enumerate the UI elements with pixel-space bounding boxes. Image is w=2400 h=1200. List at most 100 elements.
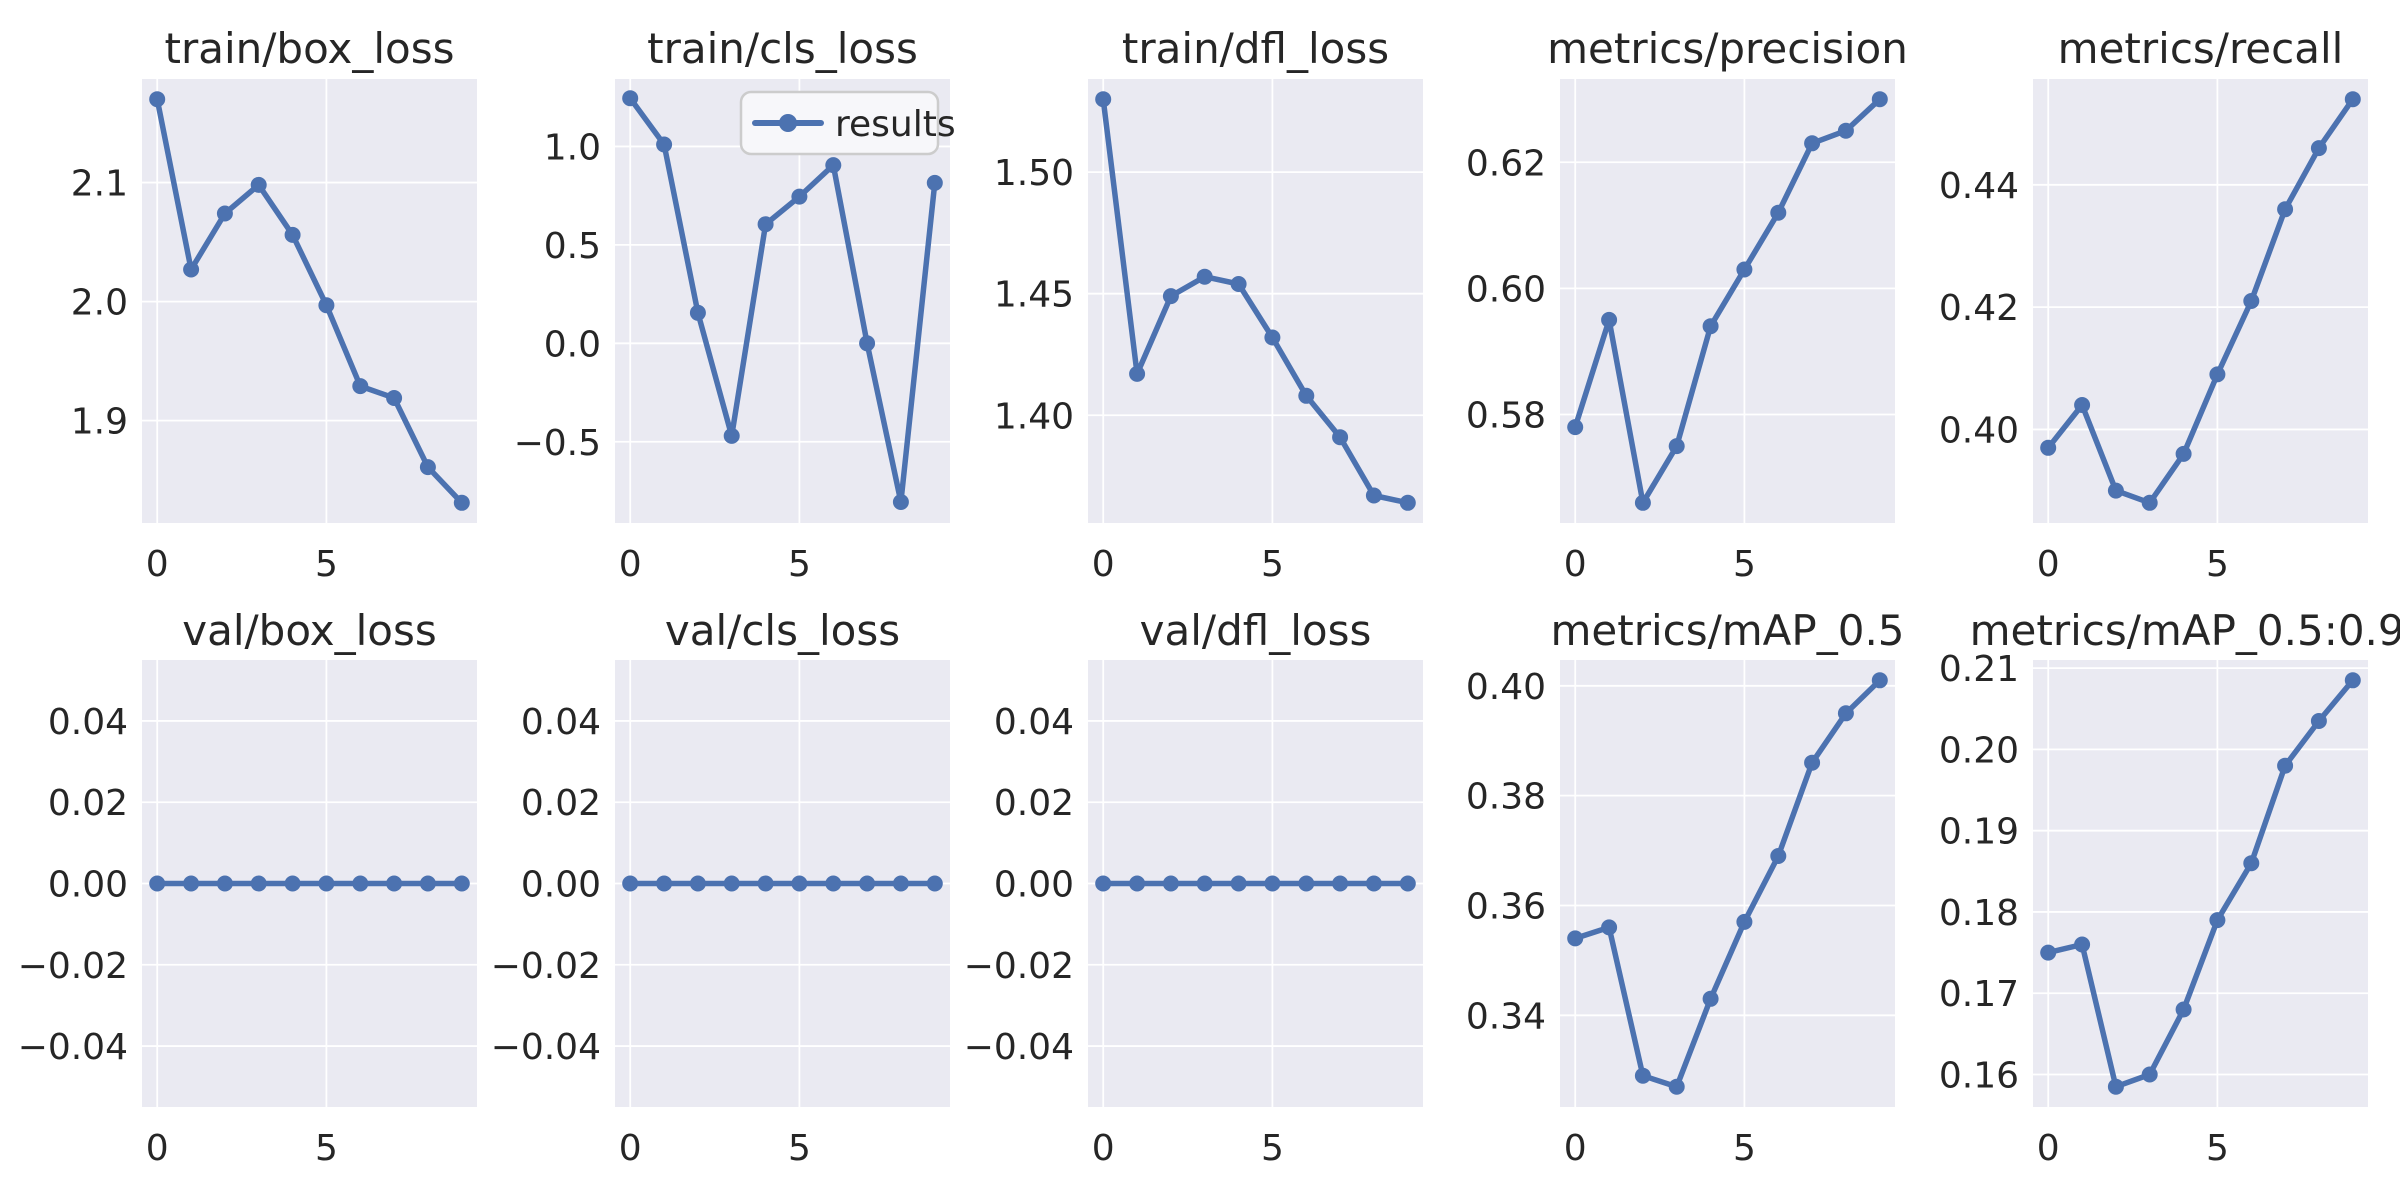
results-line — [1572, 96, 1883, 506]
y-tick-label: 0.0 — [544, 324, 601, 365]
y-tick-label: 1.9 — [71, 402, 128, 443]
y-tick-label: 0.58 — [1466, 396, 1546, 437]
data-point-marker — [2074, 936, 2091, 953]
data-point-marker — [2209, 366, 2226, 383]
data-point-marker — [250, 176, 267, 193]
legend-box — [739, 90, 940, 156]
data-point-marker — [1298, 387, 1315, 404]
data-point-marker — [183, 261, 200, 278]
data-point-marker — [1196, 268, 1213, 285]
x-tick-label: 5 — [788, 544, 811, 585]
y-tick-label: 0.02 — [48, 783, 128, 824]
data-point-marker — [689, 304, 706, 321]
x-tick-label: 5 — [1261, 544, 1284, 585]
x-tick-label: 0 — [1564, 1128, 1587, 1169]
data-point-marker — [386, 390, 403, 406]
subplot-title: val/dfl_loss — [1140, 606, 1372, 655]
x-tick-label: 0 — [619, 544, 642, 585]
legend-label: results — [835, 104, 956, 145]
data-point-marker — [453, 875, 470, 892]
subplot-title: metrics/mAP_0.5:0.95 — [1970, 606, 2400, 655]
y-tick-label: −0.04 — [18, 1027, 128, 1068]
subplot-val-dfl-loss: 0 5 −0.04 −0.02 0.00 0.02 0.04 val/dfl_loss — [964, 606, 1423, 1169]
subplot-metrics-map50: 0 5 0.34 0.36 0.38 0.40 metrics/mAP_0.5 — [1466, 606, 1905, 1169]
data-point-marker — [1567, 930, 1584, 947]
data-point-marker — [1365, 487, 1382, 504]
data-point-marker — [149, 875, 166, 892]
data-point-marker — [2074, 397, 2091, 413]
data-point-marker — [1264, 875, 1281, 892]
data-point-marker — [352, 875, 369, 892]
axes-background — [1088, 79, 1423, 523]
data-point-marker — [1567, 419, 1584, 436]
data-point-marker — [1230, 875, 1247, 892]
data-point-marker — [1399, 494, 1416, 511]
data-point-marker — [2344, 672, 2361, 689]
data-point-marker — [2243, 293, 2260, 309]
subplot-train-cls-loss: 0 5 −0.5 0.0 0.5 1.0 results train/cls_loss — [514, 24, 956, 585]
y-tick-label: 0.5 — [544, 226, 601, 267]
y-tick-label: −0.04 — [491, 1027, 601, 1068]
y-tick-label: −0.02 — [491, 946, 601, 987]
data-point-marker — [2310, 140, 2327, 157]
data-point-marker — [859, 335, 876, 352]
data-point-marker — [2107, 1078, 2124, 1095]
data-point-marker — [2209, 912, 2226, 929]
x-tick-label: 5 — [1733, 1128, 1756, 1169]
data-point-marker — [318, 875, 335, 892]
subplot-title: metrics/mAP_0.5 — [1550, 606, 1904, 655]
y-tick-label: 0.40 — [1939, 410, 2019, 451]
subplot-metrics-recall: 0 5 0.40 0.42 0.44 metrics/recall — [1939, 24, 2368, 585]
data-point-marker — [149, 91, 166, 108]
data-point-marker — [2310, 713, 2327, 729]
data-point-marker — [656, 136, 673, 153]
data-point-marker — [622, 90, 639, 107]
results-line — [627, 95, 938, 505]
results-line — [2045, 96, 2356, 506]
data-point-marker — [2040, 944, 2057, 961]
data-point-marker — [386, 875, 403, 892]
data-point-marker — [723, 875, 740, 892]
subplot-metrics-map50-95: 0 5 0.16 0.17 0.18 0.19 0.20 0.21 metrics/mAP_0… — [1939, 606, 2400, 1169]
x-tick-label: 5 — [788, 1128, 811, 1169]
data-point-marker — [892, 494, 909, 510]
y-tick-label: 0.21 — [1939, 649, 2019, 690]
subplot-train-box-loss: 0 5 1.9 2.0 2.1 train/box_loss — [71, 24, 477, 585]
x-tick-label: 0 — [146, 1128, 169, 1169]
data-point-marker — [2277, 201, 2294, 218]
y-tick-label: 0.44 — [1939, 166, 2019, 207]
x-tick-label: 5 — [315, 1128, 338, 1169]
data-point-marker — [622, 875, 639, 892]
y-tick-label: 0.19 — [1939, 812, 2019, 853]
subplot-title: metrics/precision — [1547, 24, 1908, 73]
data-point-marker — [926, 174, 943, 191]
y-tick-label: 0.40 — [1466, 667, 1546, 708]
data-point-marker — [284, 226, 301, 243]
data-point-marker — [2141, 494, 2158, 511]
y-tick-label: 0.62 — [1466, 143, 1546, 184]
data-point-marker — [1668, 438, 1685, 455]
x-tick-label: 5 — [2206, 544, 2229, 585]
data-point-marker — [1702, 990, 1719, 1007]
data-point-marker — [1668, 1078, 1685, 1095]
x-tick-label: 0 — [2037, 544, 2060, 585]
data-point-marker — [1770, 848, 1787, 864]
y-tick-label: 0.36 — [1466, 886, 1546, 927]
data-point-marker — [926, 875, 943, 892]
subplot-metrics-precision: 0 5 0.58 0.60 0.62 metrics/precision — [1466, 24, 1908, 585]
y-tick-label: 0.18 — [1939, 893, 2019, 934]
data-point-marker — [284, 875, 301, 892]
data-point-marker — [1804, 754, 1821, 771]
x-tick-label: 0 — [146, 544, 169, 585]
data-point-marker — [419, 459, 436, 476]
data-point-marker — [1264, 329, 1281, 346]
data-point-marker — [2040, 439, 2057, 456]
data-point-marker — [216, 205, 233, 222]
y-tick-label: −0.04 — [964, 1027, 1074, 1068]
data-point-marker — [453, 494, 470, 511]
data-point-marker — [1399, 875, 1416, 892]
data-point-marker — [757, 216, 774, 233]
results-line — [1100, 96, 1411, 506]
data-point-marker — [250, 875, 267, 892]
data-point-marker — [2243, 855, 2260, 872]
